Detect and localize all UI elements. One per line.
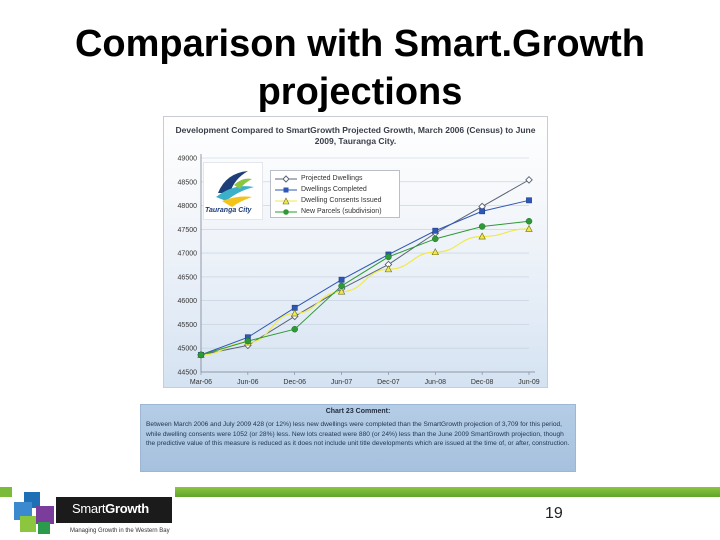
legend-label: New Parcels (subdivision): [301, 208, 382, 215]
data-point-completed: [338, 276, 345, 283]
y-tick-label: 45000: [178, 346, 198, 353]
y-tick-label: 48500: [178, 179, 198, 186]
data-point-consents: [525, 224, 533, 232]
square-marker-icon: [275, 187, 297, 192]
legend-item-parcels: New Parcels (subdivision): [275, 206, 395, 217]
y-tick-label: 47500: [178, 227, 198, 234]
data-point-completed: [479, 208, 486, 215]
x-tick-label: Jun-07: [331, 379, 353, 386]
legend-label: Dwellings Completed: [301, 186, 367, 193]
y-tick-label: 48000: [178, 203, 198, 210]
legend-item-projected: Projected Dwellings: [275, 173, 395, 184]
series-line: [200, 220, 530, 356]
slide-title: Comparison with Smart.Growth projections: [74, 23, 646, 113]
line-chart: 44500 45000 45500 46000 46500 47000 47500 48000…: [178, 154, 540, 386]
x-tick-label: Dec-08: [471, 379, 494, 386]
y-tick-label: 49000: [178, 156, 198, 163]
data-point-completed: [432, 227, 439, 234]
data-point-consents: [384, 265, 393, 273]
x-tick-label: Dec-06: [283, 379, 306, 386]
data-point-parcels: [244, 337, 252, 345]
triangle-marker-icon: [275, 196, 297, 204]
chart-frame: [163, 116, 548, 388]
page-number: 19: [545, 505, 563, 522]
diamond-marker-icon: [275, 174, 297, 183]
data-point-parcels: [197, 351, 205, 359]
data-point-parcels: [478, 223, 486, 230]
smartgrowth-tagline: Managing Growth in the Western Bay: [70, 528, 170, 534]
legend-item-completed: Dwellings Completed: [275, 184, 395, 195]
data-point-consents: [337, 287, 346, 295]
data-point-consents: [431, 248, 439, 256]
legend-label: Projected Dwellings: [301, 175, 363, 182]
smartgrowth-cubes-icon: [14, 492, 54, 534]
data-point-parcels: [525, 217, 533, 225]
brand-part-2: Growth: [105, 501, 149, 516]
tauranga-logo: [203, 162, 263, 220]
chart-comment-heading: Chart 23 Comment:: [325, 408, 391, 415]
x-tick-label: Jun-06: [237, 379, 259, 386]
tauranga-logo-text: Tauranga City: [205, 207, 252, 214]
data-point-parcels: [432, 235, 439, 243]
series-line: [200, 179, 530, 356]
chart-title: Development Compared to SmartGrowth Proj…: [175, 125, 536, 146]
tauranga-logo-icon: [216, 171, 254, 207]
legend-label: Dwelling Consents Issued: [301, 197, 382, 204]
x-tick-label: Jun-09: [518, 379, 540, 386]
chart-comment-box: [140, 404, 576, 472]
y-tick-label: 46500: [178, 274, 198, 281]
y-tick-label: 45500: [178, 322, 198, 329]
x-tick-label: Dec-07: [377, 379, 400, 386]
data-point-parcels: [291, 325, 298, 333]
series-line: [200, 199, 530, 356]
data-point-parcels: [338, 282, 345, 290]
smartgrowth-brand: SmartGrowth: [72, 501, 149, 516]
footer-green-stripe: [175, 487, 720, 497]
data-point-consents: [291, 309, 299, 317]
data-point-parcels: [385, 253, 392, 261]
chart-comment-body: Between March 2006 and July 2009 428 (or…: [146, 421, 570, 448]
data-point-projected: [525, 176, 533, 184]
x-tick-label: Mar-06: [190, 379, 212, 386]
y-tick-label: 44500: [178, 370, 198, 377]
brand-part-1: Smart: [72, 501, 106, 516]
y-tick-label: 46000: [178, 298, 198, 305]
x-tick-label: Jun-08: [425, 379, 447, 386]
smartgrowth-logo-panel: [56, 497, 172, 523]
data-point-consents: [478, 232, 486, 240]
data-point-completed: [526, 197, 532, 204]
y-tick-label: 47000: [178, 251, 198, 258]
footer-accent-stripe: [0, 487, 12, 497]
chart-legend: Projected Dwellings Dwellings Completed …: [270, 170, 400, 218]
legend-item-consents: Dwelling Consents Issued: [275, 195, 395, 206]
circle-marker-icon: [275, 208, 297, 215]
series-line: [200, 228, 530, 356]
